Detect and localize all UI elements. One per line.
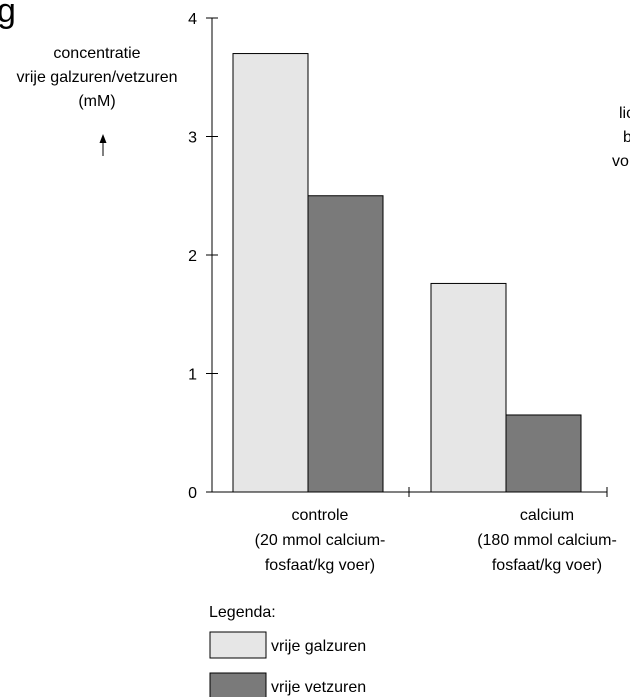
bar: [232, 53, 309, 493]
legend-title: Legenda:: [209, 604, 276, 621]
side-text-line: lic: [619, 105, 630, 122]
legend-entry-label: vrije galzuren: [271, 638, 366, 655]
bars: [232, 53, 582, 493]
y-axis-label-line: vrije galzuren/vetzuren: [17, 69, 178, 86]
y-ticks: 0 1 2 3 4: [188, 11, 218, 502]
bar: [505, 414, 582, 493]
legend-swatch: [209, 672, 267, 697]
category-label-line: calcium: [520, 507, 574, 524]
category-label-line: (20 mmol calcium-: [255, 532, 386, 549]
legend: Legenda: vrije galzuren vrije vetzuren: [209, 604, 366, 697]
y-tick-label: 3: [188, 130, 197, 147]
arrow-up-icon: [99, 134, 107, 143]
heading-fragment: g: [0, 0, 16, 30]
category-label-line: fosfaat/kg voer): [265, 557, 375, 574]
legend-swatch: [209, 631, 267, 659]
y-tick-label: 4: [188, 11, 197, 28]
category-label-line: (180 mmol calcium-: [477, 532, 617, 549]
category-labels: controle (20 mmol calcium-fosfaat/kg voer…: [255, 507, 617, 574]
y-axis-label-line: (mM): [78, 93, 115, 110]
y-tick-label: 1: [188, 367, 197, 384]
category-label-line: fosfaat/kg voer): [492, 557, 602, 574]
legend-entry-label: vrije vetzuren: [271, 679, 366, 696]
side-text-line: vo: [612, 153, 629, 170]
y-axis-label: concentratie vrije galzuren/vetzuren (mM): [17, 45, 178, 156]
side-text-fragment: lic b vo: [612, 105, 630, 170]
bar: [430, 282, 507, 493]
bar: [307, 195, 384, 493]
y-axis-label-line: concentratie: [53, 45, 140, 62]
y-tick-label: 0: [188, 485, 197, 502]
side-text-line: b: [623, 129, 630, 146]
y-tick-label: 2: [188, 248, 197, 265]
category-label-line: controle: [292, 507, 349, 524]
